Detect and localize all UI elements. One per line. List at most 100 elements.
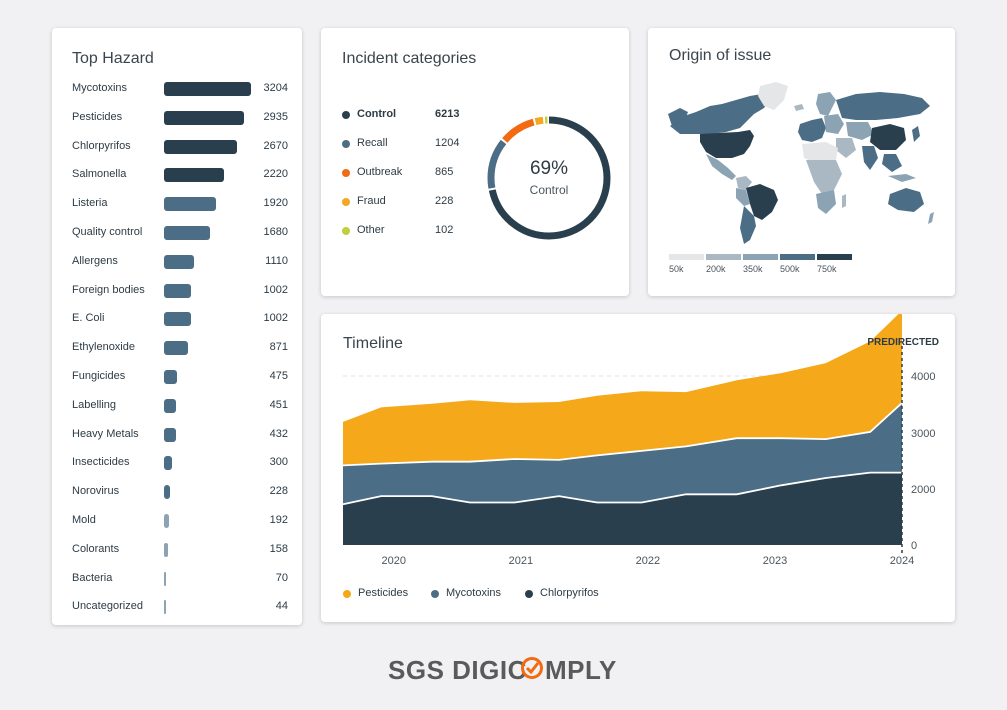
hazard-label: Quality control — [72, 226, 143, 238]
hazard-value: 1002 — [263, 312, 288, 325]
hazard-row: Mold 192 — [52, 511, 302, 531]
hazard-label: Ethylenoxide — [72, 341, 135, 354]
x-tick-label: 2023 — [763, 555, 787, 567]
incident-value: 102 — [435, 224, 454, 236]
logo-check-icon — [521, 657, 543, 679]
hazard-label: Chlorpyrifos — [72, 139, 131, 152]
map-se-asia — [882, 154, 902, 172]
hazard-bar — [164, 571, 166, 586]
map-brazil — [746, 184, 778, 220]
legend-dot-icon — [342, 140, 350, 148]
hazard-value: 192 — [269, 514, 288, 526]
map-china — [870, 124, 906, 150]
legend-dot-icon — [343, 590, 351, 598]
map-europe-west — [798, 118, 826, 142]
incident-label: Fraud — [357, 195, 386, 207]
legend-label: Mycotoxins — [446, 587, 502, 599]
predicted-label: PREDIRECTED — [867, 337, 939, 348]
x-tick-label: 2024 — [890, 555, 914, 567]
hazard-label: Colorants — [72, 542, 120, 555]
map-canada — [670, 94, 770, 134]
incident-donut-chart: 69% Control — [487, 116, 611, 240]
map-europe-east — [824, 114, 844, 134]
hazard-value: 158 — [269, 542, 288, 555]
donut-slice-control — [487, 116, 611, 240]
map-russia — [836, 92, 930, 120]
incident-label: Recall — [357, 137, 388, 149]
scale-swatch — [706, 254, 741, 260]
hazard-bar — [164, 542, 169, 557]
hazard-row: E. Coli 1002 — [52, 309, 302, 329]
hazard-label: Uncategorized — [72, 600, 143, 613]
legend-label: Pesticides — [358, 587, 409, 599]
legend-label: Chlorpyrifos — [540, 587, 599, 599]
hazard-value: 1110 — [265, 254, 288, 267]
area-chlorpyrifos — [343, 472, 902, 545]
hazard-value: 1920 — [263, 197, 288, 210]
timeline-title: Timeline — [343, 335, 403, 352]
logo-text-right: MPLY — [545, 655, 617, 685]
incident-value: 6213 — [435, 108, 460, 120]
area-separator-chlorpyrifos — [342, 471, 902, 506]
incident-legend-item: Outbreak 865 — [342, 164, 462, 182]
map-indonesia — [888, 174, 916, 182]
incident-categories-title: Incident categories — [342, 50, 477, 67]
hazard-row: Pesticides 2935 — [52, 108, 302, 128]
hazard-value: 44 — [275, 600, 288, 613]
hazard-label: Insecticides — [72, 456, 130, 469]
x-tick-label: 2020 — [382, 555, 406, 567]
incident-value: 228 — [435, 195, 454, 207]
map-greenland — [758, 82, 788, 110]
donut-slice-recall — [487, 116, 611, 240]
legend-dot-icon — [525, 590, 533, 598]
scale-swatch — [817, 254, 852, 260]
hazard-label: Mycotoxins — [72, 82, 128, 94]
y-tick-label: 0 — [911, 540, 917, 552]
hazard-bar — [164, 600, 166, 615]
scale-label: 50k — [669, 264, 684, 274]
hazard-bar — [164, 427, 176, 442]
hazard-row: Colorants 158 — [52, 540, 302, 560]
incident-legend-item: Other 102 — [342, 222, 462, 240]
map-colombia — [736, 176, 752, 190]
map-central-asia — [846, 122, 874, 140]
incident-legend-item: Control 6213 — [342, 106, 462, 124]
incident-legend-item: Fraud 228 — [342, 193, 462, 211]
hazard-label: Mold — [72, 514, 96, 526]
hazard-row: Foreign bodies 1002 — [52, 281, 302, 301]
map-new-zealand — [928, 212, 934, 224]
hazard-bar — [164, 398, 177, 413]
incident-categories-card: Incident categories Control 6213 Recall 120… — [321, 28, 629, 296]
hazard-label: E. Coli — [72, 312, 105, 325]
y-tick-label: 2000 — [911, 484, 935, 496]
y-tick-label: 3000 — [911, 428, 935, 440]
legend-dot-icon — [431, 590, 439, 598]
hazard-row: Heavy Metals 432 — [52, 425, 302, 445]
hazard-row: Uncategorized 44 — [52, 597, 302, 617]
hazard-label: Labelling — [72, 398, 117, 411]
hazard-label: Bacteria — [72, 571, 113, 584]
map-mexico — [706, 154, 736, 180]
world-map — [668, 82, 934, 244]
hazard-label: Salmonella — [72, 168, 127, 181]
incident-label: Control — [357, 108, 397, 120]
timeline-chart: PREDIRECTED 0 2000 3000 4000 2020 2021 2022 2023… — [342, 314, 939, 567]
hazard-value: 475 — [269, 370, 288, 382]
hazard-label: Heavy Metals — [72, 427, 139, 440]
hazard-bar — [164, 312, 192, 327]
hazard-value: 228 — [269, 485, 288, 498]
hazard-row: Fungicides 475 — [52, 367, 302, 387]
hazard-row: Allergens 1110 — [52, 252, 302, 272]
hazard-label: Foreign bodies — [72, 283, 145, 296]
area-separator-mycotoxins — [342, 402, 903, 467]
map-mideast — [836, 138, 856, 158]
hazard-bar — [164, 514, 170, 528]
hazard-row: Norovirus 228 — [52, 482, 302, 502]
scale-swatch — [669, 254, 704, 260]
hazard-bar — [164, 82, 251, 96]
logo-text-left: SGS DIGIC — [388, 655, 527, 685]
hazard-label: Allergens — [72, 254, 118, 267]
hazard-row: Mycotoxins 3204 — [52, 79, 302, 99]
hazard-label: Pesticides — [72, 110, 123, 123]
area-pesticides — [343, 314, 902, 466]
